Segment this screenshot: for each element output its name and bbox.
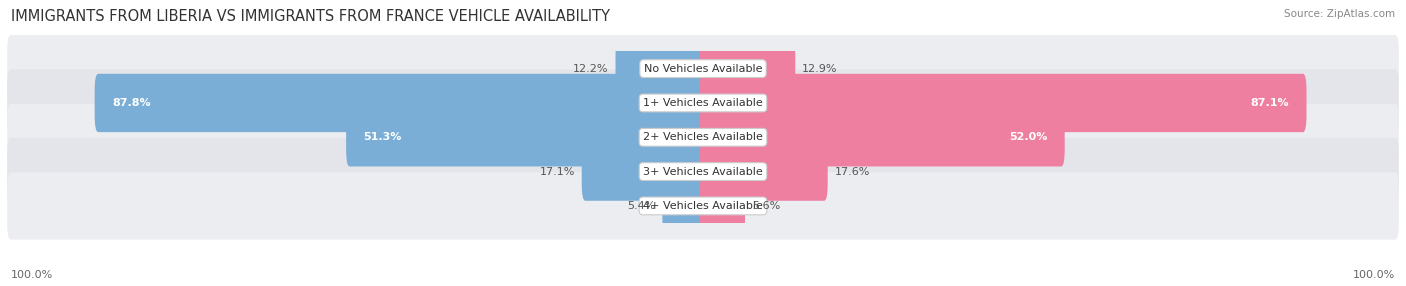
Text: 51.3%: 51.3% (363, 132, 402, 142)
FancyBboxPatch shape (7, 138, 1399, 205)
FancyBboxPatch shape (7, 69, 1399, 137)
FancyBboxPatch shape (582, 142, 706, 201)
Text: 3+ Vehicles Available: 3+ Vehicles Available (643, 167, 763, 176)
Text: 5.6%: 5.6% (752, 201, 780, 211)
FancyBboxPatch shape (7, 104, 1399, 171)
FancyBboxPatch shape (700, 108, 1064, 166)
Text: 12.2%: 12.2% (574, 64, 609, 74)
FancyBboxPatch shape (700, 39, 796, 98)
FancyBboxPatch shape (616, 39, 706, 98)
Text: 87.1%: 87.1% (1251, 98, 1289, 108)
Text: 12.9%: 12.9% (803, 64, 838, 74)
FancyBboxPatch shape (94, 74, 706, 132)
FancyBboxPatch shape (700, 74, 1306, 132)
Text: 100.0%: 100.0% (11, 270, 53, 280)
FancyBboxPatch shape (700, 177, 745, 235)
FancyBboxPatch shape (7, 35, 1399, 102)
Text: 2+ Vehicles Available: 2+ Vehicles Available (643, 132, 763, 142)
Text: No Vehicles Available: No Vehicles Available (644, 64, 762, 74)
Text: Source: ZipAtlas.com: Source: ZipAtlas.com (1284, 9, 1395, 19)
Text: IMMIGRANTS FROM LIBERIA VS IMMIGRANTS FROM FRANCE VEHICLE AVAILABILITY: IMMIGRANTS FROM LIBERIA VS IMMIGRANTS FR… (11, 9, 610, 23)
Text: 52.0%: 52.0% (1010, 132, 1047, 142)
Text: 17.1%: 17.1% (540, 167, 575, 176)
FancyBboxPatch shape (700, 142, 828, 201)
Text: 87.8%: 87.8% (112, 98, 150, 108)
FancyBboxPatch shape (662, 177, 706, 235)
Text: 100.0%: 100.0% (1353, 270, 1395, 280)
Text: 1+ Vehicles Available: 1+ Vehicles Available (643, 98, 763, 108)
FancyBboxPatch shape (346, 108, 706, 166)
Text: 5.4%: 5.4% (627, 201, 655, 211)
Text: 4+ Vehicles Available: 4+ Vehicles Available (643, 201, 763, 211)
Text: 17.6%: 17.6% (835, 167, 870, 176)
FancyBboxPatch shape (7, 172, 1399, 240)
